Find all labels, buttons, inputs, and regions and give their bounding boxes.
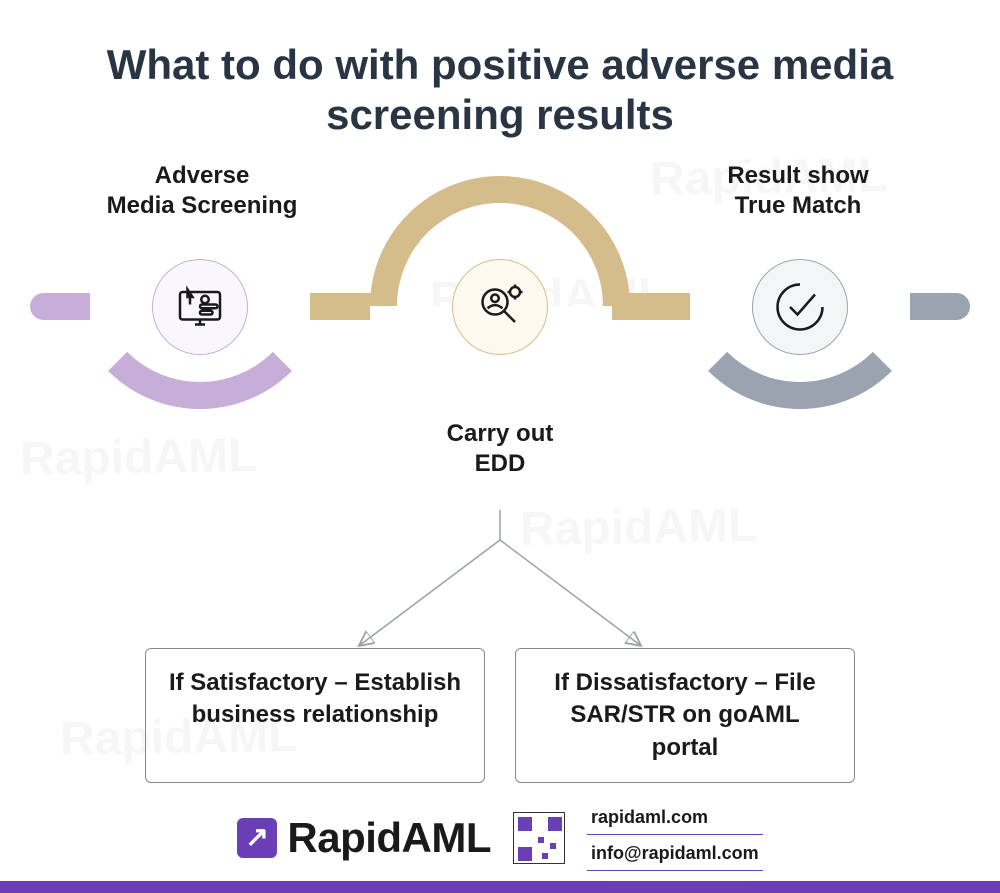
outcome-dissatisfactory: If Dissatisfactory – File SAR/STR on goA…: [515, 648, 855, 783]
page-title: What to do with positive adverse media s…: [0, 0, 1000, 171]
qr-code-icon: [513, 812, 565, 864]
footer-bar: [0, 881, 1000, 893]
checkmark-icon: [752, 259, 848, 355]
footer: RapidAML rapidaml.com info@rapidaml.com: [0, 805, 1000, 871]
contact-block: rapidaml.com info@rapidaml.com: [587, 805, 763, 871]
edd-icon: [452, 259, 548, 355]
step-label-edd: Carry outEDD: [400, 419, 600, 479]
outcome-row: If Satisfactory – Establish business rel…: [0, 648, 1000, 783]
email-link[interactable]: info@rapidaml.com: [587, 841, 763, 871]
website-link[interactable]: rapidaml.com: [587, 805, 763, 835]
outcome-satisfactory: If Satisfactory – Establish business rel…: [145, 648, 485, 783]
brand: RapidAML: [237, 814, 491, 862]
brand-name: RapidAML: [287, 814, 491, 862]
screening-icon: [152, 259, 248, 355]
flow-diagram: AdverseMedia Screening Result showTrue M…: [0, 171, 1000, 491]
branch-arrows: [250, 510, 750, 660]
brand-logo-icon: [237, 818, 277, 858]
flow-lead: [910, 293, 970, 320]
